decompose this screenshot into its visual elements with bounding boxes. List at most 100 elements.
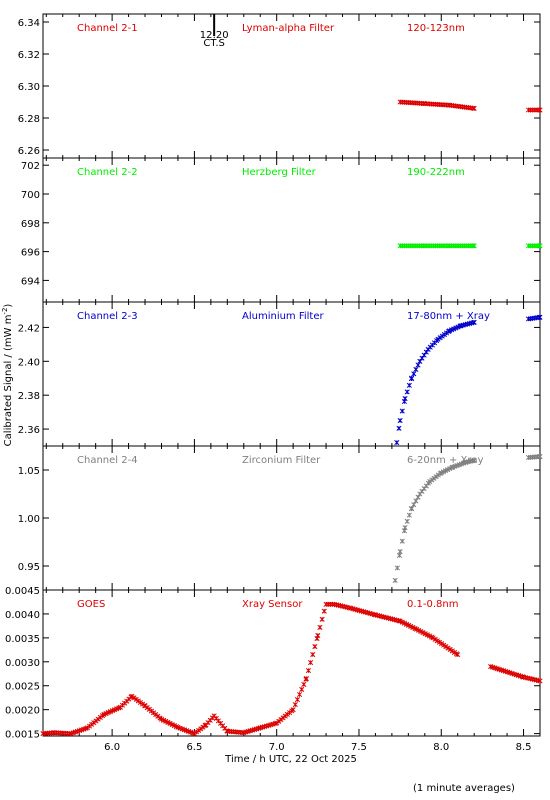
data-point [315, 632, 321, 639]
data-point [399, 408, 405, 414]
channel-label: Channel 2-3 [77, 311, 138, 322]
data-point [411, 371, 417, 377]
data-point [404, 518, 410, 524]
channel-label: Channel 2-2 [77, 167, 138, 178]
data-point [409, 375, 415, 381]
data-point [406, 382, 412, 388]
y-tick-label: 6.28 [18, 114, 40, 125]
band-label: 6-20nm + Xray [407, 455, 484, 466]
data-point [471, 105, 477, 111]
panel-frame [42, 445, 541, 591]
y-tick-label: 1.05 [18, 466, 40, 477]
y-tick-label: 0.0025 [5, 682, 40, 693]
y-tick-label: 696 [21, 248, 40, 259]
data-point [305, 668, 312, 674]
data-point [406, 512, 412, 518]
band-label: 17-80nm + Xray [407, 311, 490, 322]
data-point [308, 660, 314, 666]
data-point [399, 538, 405, 544]
y-tick-label: 6.34 [18, 18, 40, 29]
data-point [471, 319, 477, 325]
data-point [409, 505, 415, 511]
filter-label: Xray Sensor [242, 599, 303, 610]
band-label: 120-123nm [407, 23, 465, 34]
data-point [314, 635, 320, 642]
filter-label: Lyman-alpha Filter [242, 23, 335, 34]
data-point [310, 652, 316, 658]
data-point [397, 549, 403, 555]
y-tick-label: 0.0040 [5, 610, 40, 621]
data-point [402, 525, 408, 531]
channel-label: Channel 2-4 [77, 455, 138, 466]
data-point [317, 624, 323, 630]
panel-frame [42, 13, 541, 159]
x-tick-label: 8.0 [433, 742, 449, 753]
data-point [319, 616, 325, 622]
y-tick-label: 0.0035 [5, 634, 40, 645]
data-point [413, 498, 419, 504]
x-tick-label: 8.5 [516, 742, 532, 753]
data-point [292, 702, 298, 708]
data-point [537, 678, 543, 684]
x-tick-label: 6.5 [186, 742, 202, 753]
data-point [321, 608, 327, 614]
y-tick-label: 2.42 [18, 323, 40, 334]
panel-5: 0.0015 0.0020 0.0025 0.0030 0.0035 0.0040 0.00… [5, 586, 543, 741]
y-tick-label: 0.95 [18, 562, 40, 573]
filter-label: Herzberg Filter [242, 167, 317, 178]
time-marker-label: 12:20 [200, 30, 229, 41]
y-axis-label-main: Calibrated Signal / (mW m [3, 315, 14, 447]
y-tick-label: 6.32 [18, 50, 40, 61]
data-point [537, 454, 543, 460]
y-tick-label: 0.0020 [5, 706, 40, 717]
filter-label: Aluminium Filter [242, 311, 325, 322]
data-point [411, 502, 417, 508]
data-point [396, 552, 403, 558]
data-point [301, 681, 307, 687]
data-point [402, 396, 408, 402]
data-point [294, 697, 300, 703]
data-point [396, 425, 402, 431]
panel-4: 0.95 1.00 1.05 Channel 2-4 Zirconium Filter 6… [18, 445, 543, 591]
data-point [471, 243, 477, 249]
y-tick-label: 0.0030 [5, 658, 40, 669]
channel-label: GOES [77, 599, 105, 610]
y-tick-label: 2.38 [18, 391, 40, 402]
panel-1: 6.26 6.28 6.30 6.32 6.34 Channel 2-1 Lyman-alp… [18, 13, 543, 159]
data-point [404, 389, 410, 395]
data-point [299, 686, 305, 693]
y-tick-label: 702 [21, 161, 40, 172]
data-point [394, 565, 400, 571]
y-axis-label: Calibrated Signal / (mW m-2) [1, 304, 14, 447]
data-point [397, 418, 403, 424]
time-marker-sublabel: CT.S [203, 38, 224, 49]
data-point [537, 243, 543, 249]
data-point [394, 440, 400, 446]
data-point [455, 652, 461, 658]
data-point [290, 707, 296, 713]
y-tick-label: 0.0015 [5, 730, 40, 741]
y-tick-label: 698 [21, 219, 40, 230]
y-tick-label: 1.00 [18, 514, 40, 525]
panel-frame [42, 589, 541, 737]
data-point [471, 457, 477, 463]
y-tick-label: 2.36 [18, 425, 40, 436]
data-point [537, 314, 543, 320]
filter-label: Zirconium Filter [242, 455, 321, 466]
y-tick-label: 6.30 [18, 82, 40, 93]
data-point [413, 366, 419, 372]
panel-2: 694 696 698 700 702 Channel 2-2 Herzberg Filte… [21, 157, 543, 303]
data-point [297, 691, 303, 698]
band-label: 190-222nm [407, 167, 465, 178]
y-tick-label: 694 [21, 276, 40, 287]
panel-frame [42, 157, 541, 303]
data-point [392, 577, 398, 583]
channel-label: Channel 2-1 [77, 23, 138, 34]
x-axis-label: Time / h UTC, 22 Oct 2025 [224, 754, 357, 765]
y-tick-label: 700 [21, 190, 40, 201]
y-tick-label: 6.26 [18, 146, 40, 157]
data-point [312, 644, 318, 650]
band-label: 0.1-0.8nm [407, 599, 459, 610]
x-tick-label: 7.0 [269, 742, 285, 753]
